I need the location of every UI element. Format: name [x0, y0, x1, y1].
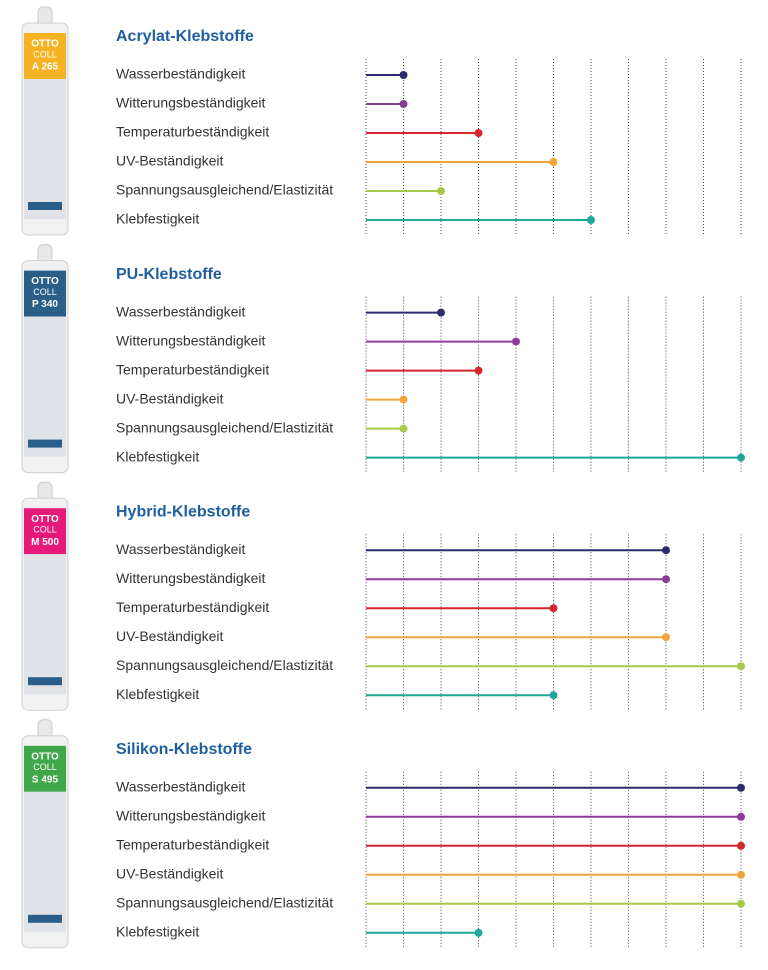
tube-body [24, 79, 66, 219]
lollipop-dot [737, 453, 745, 462]
lollipop-dot [662, 633, 670, 642]
lollipop-dot [737, 870, 745, 879]
tube-body [24, 554, 66, 695]
row-label: Temperaturbeständigkeit [116, 361, 269, 377]
tube-body [24, 316, 66, 457]
tube-label [24, 33, 66, 79]
lollipop-dot [474, 928, 483, 937]
row-label: Klebfestigkeit [116, 448, 199, 464]
row-label: Wasserbeständigkeit [116, 541, 246, 557]
tube-logo [28, 439, 62, 448]
row-label: Klebfestigkeit [116, 211, 199, 227]
row-label: Wasserbeständigkeit [116, 779, 246, 795]
section-title: Hybrid-Klebstoffe [116, 503, 250, 520]
lollipop-dot [662, 575, 670, 584]
row-label: Wasserbeständigkeit [116, 303, 246, 319]
lollipop-dot [512, 337, 520, 346]
lollipop-dot [549, 691, 558, 700]
lollipop-dot [587, 216, 595, 224]
lollipop-dot [474, 366, 483, 375]
lollipop-dot [549, 158, 558, 166]
product-code: P 340 [32, 299, 58, 310]
lollipop-dot [737, 783, 745, 792]
tube-body [24, 791, 66, 932]
section-title: Silikon-Klebstoffe [116, 741, 252, 758]
lollipop-dot [437, 308, 445, 317]
lollipop-dot [549, 604, 558, 613]
row-label: Temperaturbeständigkeit [116, 124, 269, 140]
row-label: Klebfestigkeit [116, 686, 199, 702]
tube-logo [28, 202, 62, 210]
section-title: Acrylat-Klebstoffe [116, 28, 254, 45]
row-label: Klebfestigkeit [116, 924, 199, 940]
product-code: M 500 [31, 537, 59, 548]
lollipop-dot [737, 812, 745, 821]
lollipop-dot [737, 899, 745, 908]
row-label: Wasserbeständigkeit [116, 66, 246, 82]
row-label: UV-Beständigkeit [116, 628, 224, 644]
row-label: Spannungsausgleichend/Elastizität [116, 182, 333, 198]
lollipop-dot [399, 395, 408, 404]
row-label: UV-Beständigkeit [116, 866, 224, 882]
tube-logo [28, 914, 62, 923]
product-line: COLL [33, 762, 57, 772]
row-label: UV-Beständigkeit [116, 390, 224, 406]
product-brand: OTTO [31, 39, 59, 50]
tube-label [24, 270, 66, 317]
tube-label [24, 745, 66, 792]
lollipop-dot [399, 424, 408, 433]
product-brand: OTTO [31, 751, 59, 762]
row-label: Temperaturbeständigkeit [116, 837, 269, 853]
product-code: A 265 [32, 62, 59, 73]
section-title: PU-Klebstoffe [116, 266, 222, 283]
product-line: COLL [33, 525, 57, 535]
row-label: Witterungsbeständigkeit [116, 570, 266, 586]
row-label: Witterungsbeständigkeit [116, 95, 266, 111]
row-label: UV-Beständigkeit [116, 153, 224, 169]
product-brand: OTTO [31, 514, 59, 525]
lollipop-dot [737, 662, 745, 671]
row-label: Temperaturbeständigkeit [116, 599, 269, 615]
product-brand: OTTO [31, 276, 59, 287]
row-label: Spannungsausgleichend/Elastizität [116, 419, 333, 435]
lollipop-dot [437, 187, 445, 195]
product-code: S 495 [32, 774, 59, 785]
row-label: Witterungsbeständigkeit [116, 332, 266, 348]
row-label: Spannungsausgleichend/Elastizität [116, 895, 333, 911]
lollipop-dot [662, 546, 670, 555]
row-label: Spannungsausgleichend/Elastizität [116, 657, 333, 673]
lollipop-dot [737, 841, 745, 850]
product-line: COLL [33, 287, 57, 297]
tube-label [24, 508, 66, 555]
row-label: Witterungsbeständigkeit [116, 808, 266, 824]
lollipop-dot [474, 129, 483, 137]
product-line: COLL [33, 49, 57, 59]
lollipop-dot [399, 100, 408, 108]
tube-logo [28, 677, 62, 686]
lollipop-dot [399, 71, 408, 79]
